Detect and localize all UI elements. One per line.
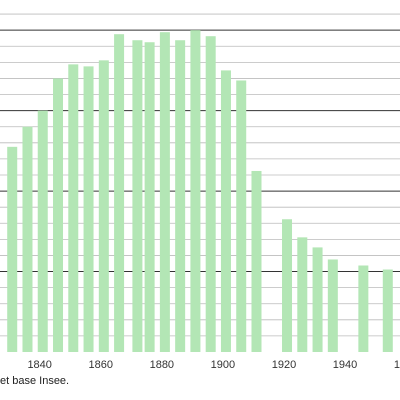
x-axis-tick-labels: 1840 1860 1880 1900 1920 1940 1960 [27,359,400,371]
x-tick-label: 1900 [211,359,235,371]
bar [358,265,369,352]
bar [282,219,293,352]
x-tick-label: 1840 [27,359,51,371]
source-note: et base Insee. [0,375,70,387]
bar [159,32,170,352]
x-tick-label: 1860 [89,359,113,371]
bar [327,259,338,352]
bar [251,170,262,352]
bar [68,64,79,352]
bar [205,36,216,352]
bar [144,42,155,353]
bar [7,146,18,352]
bar [382,269,393,352]
x-tick-label: 1940 [333,359,357,371]
bar [236,80,247,352]
bar [37,110,48,352]
bar [22,126,33,352]
bar [220,70,231,353]
bar [190,30,201,353]
x-tick-label: 1960 [394,359,400,371]
bar [53,78,64,353]
bar [114,34,125,353]
bar [83,66,94,353]
x-tick-label: 1920 [272,359,296,371]
x-tick-label: 1880 [150,359,174,371]
bar [175,40,186,352]
bar [132,40,143,352]
bar [312,247,323,352]
bar [297,237,308,352]
bar [98,60,109,352]
bars [7,30,393,353]
